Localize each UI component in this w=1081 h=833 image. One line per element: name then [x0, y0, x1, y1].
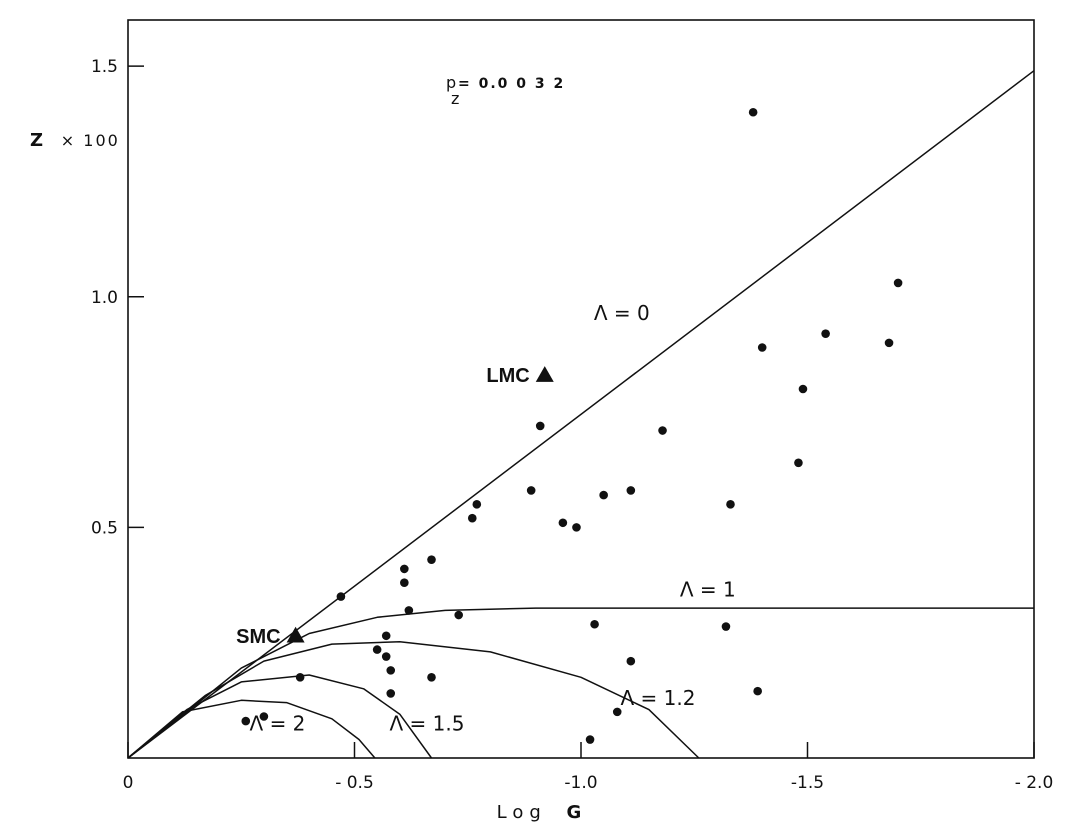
data-point-34	[612, 707, 622, 717]
data-point-16	[572, 523, 581, 532]
data-point-33	[753, 686, 762, 696]
data-point-28	[386, 666, 396, 675]
x-tick-label-4: - 2.0	[1015, 773, 1054, 793]
y-tick-label-0: 0.5	[91, 518, 118, 538]
curve-lambda-0	[127, 70, 1035, 759]
curve-lambda-2	[127, 699, 376, 759]
curve-label-lambda-1-5: Λ = 1.5	[389, 711, 464, 735]
data-point-20	[336, 592, 346, 601]
annotation: p z = 0.0 0 3 2	[446, 73, 565, 108]
annotation-subscript: z	[451, 89, 459, 108]
data-point-7	[658, 426, 667, 435]
curve-label-lambda-1-2: Λ = 1.2	[621, 686, 696, 710]
data-point-3	[884, 338, 894, 348]
curve-lambda-1-5	[127, 674, 433, 759]
x-tick-label-1: - 0.5	[335, 773, 374, 793]
x-axis-symbol: G	[567, 802, 584, 823]
data-point-27	[381, 652, 391, 661]
curve-label-lambda-0: Λ = 0	[594, 301, 650, 325]
data-point-22	[454, 610, 463, 620]
curve-lambda-1-2	[127, 641, 700, 759]
triangle-marker-smc	[286, 626, 305, 643]
x-tick-label-3: -1.5	[791, 773, 824, 793]
y-axis-symbol: Z	[30, 130, 45, 151]
data-point-19	[400, 578, 409, 588]
data-point-10	[626, 486, 636, 495]
data-point-12	[472, 500, 482, 509]
data-point-18	[400, 564, 409, 574]
data-point-4	[757, 343, 767, 352]
curve-label-lambda-1: Λ = 1	[680, 578, 736, 602]
data-point-6	[535, 421, 545, 431]
data-point-36	[259, 712, 269, 721]
y-tick-label-1: 1.0	[91, 288, 118, 308]
annotation-value: = 0.0 0 3 2	[458, 76, 565, 92]
data-point-29	[626, 656, 636, 666]
data-point-17	[427, 555, 436, 564]
curve-labels: Λ = 0 Λ = 1 Λ = 1.2 Λ = 1.5 Λ = 2	[250, 301, 736, 736]
data-point-25	[381, 631, 391, 641]
data-point-21	[404, 606, 414, 615]
annotation-symbol: p	[446, 73, 456, 92]
axis-ticks: 0 - 0.5 -1.0 -1.5 - 2.0 0.5 1.0 1.5	[91, 57, 1053, 793]
x-tick-label-2: -1.0	[564, 773, 597, 793]
data-point-0	[748, 107, 758, 117]
triangle-marker-lmc	[535, 366, 554, 382]
y-axis-suffix: × 100	[61, 131, 120, 150]
data-point-15	[558, 518, 568, 528]
data-point-11	[599, 490, 608, 500]
galaxy-label-smc: SMC	[236, 626, 280, 648]
data-point-32	[386, 689, 396, 698]
data-point-37	[585, 735, 595, 744]
data-point-9	[526, 486, 536, 495]
data-point-1	[893, 278, 903, 288]
data-point-8	[794, 458, 803, 468]
model-curves	[127, 70, 1035, 759]
x-axis-prefix: Log	[497, 802, 547, 823]
x-axis-label: Log G	[497, 802, 584, 823]
data-point-24	[721, 622, 731, 631]
data-point-2	[821, 329, 830, 338]
y-axis-label: Z × 100	[30, 130, 120, 151]
data-point-5	[798, 384, 808, 394]
data-point-23	[590, 619, 599, 629]
galaxy-labels: LMC SMC	[236, 365, 530, 648]
data-point-30	[295, 672, 305, 682]
curve-label-lambda-2: Λ = 2	[250, 711, 306, 735]
data-point-13	[467, 513, 477, 523]
galaxy-label-lmc: LMC	[486, 365, 529, 387]
y-tick-label-2: 1.5	[91, 57, 118, 77]
data-point-26	[372, 645, 382, 654]
data-point-35	[241, 716, 251, 726]
data-points	[241, 107, 903, 744]
data-point-14	[726, 500, 735, 509]
data-point-31	[427, 672, 436, 682]
x-tick-label-0: 0	[123, 773, 134, 793]
